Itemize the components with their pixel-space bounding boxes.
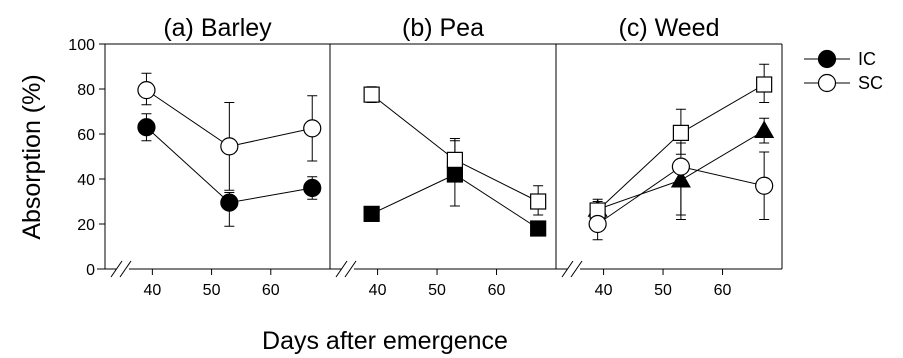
legend-label: SC xyxy=(858,73,883,93)
x-tick-label: 60 xyxy=(262,282,280,299)
x-tick-label: 60 xyxy=(488,282,506,299)
data-point xyxy=(755,176,774,195)
y-tick-label: 60 xyxy=(77,127,95,144)
panel-2: 40 50 60 (b) Pea xyxy=(322,14,557,299)
y-tick-label: 80 xyxy=(77,82,95,99)
panel-title: (b) Pea xyxy=(402,14,484,42)
axis-break-mark xyxy=(570,260,583,278)
data-point xyxy=(303,119,322,138)
data-point xyxy=(588,214,607,234)
legend-entry: SC xyxy=(804,73,883,93)
data-point xyxy=(220,193,239,212)
data-point xyxy=(303,178,322,198)
legend: IC SC xyxy=(804,49,883,93)
data-point xyxy=(530,193,547,210)
legend-marker xyxy=(817,73,837,93)
data-point xyxy=(446,166,463,183)
axis-break-mark xyxy=(344,260,357,278)
data-point xyxy=(220,137,239,156)
panel-3: 40 50 60 (c) Weed xyxy=(548,14,783,299)
data-point xyxy=(754,120,775,138)
x-tick-label: 40 xyxy=(369,282,387,299)
data-point xyxy=(363,205,380,222)
y-tick-label: 0 xyxy=(86,262,95,279)
panel-title: (a) Barley xyxy=(163,14,272,42)
x-tick-label: 40 xyxy=(143,282,161,299)
y-tick-label: 100 xyxy=(68,37,95,54)
axis-break-mark xyxy=(110,260,123,278)
legend-entry: IC xyxy=(804,49,876,69)
panel-1: 0 20 40 60 80 100 40 50 60 (a) Barley xyxy=(68,14,331,299)
legend-marker xyxy=(817,49,837,69)
y-tick-label: 40 xyxy=(77,172,95,189)
data-point xyxy=(671,157,690,176)
x-tick-label: 40 xyxy=(595,282,613,299)
x-tick-label: 50 xyxy=(654,282,672,299)
data-point xyxy=(363,86,380,103)
data-point xyxy=(670,169,691,188)
x-tick-label: 60 xyxy=(714,282,732,299)
panels-layer: 0 20 40 60 80 100 40 50 60 (a) Barley 40 50 60 (b) Pe… xyxy=(68,14,783,299)
data-point xyxy=(756,76,773,93)
x-axis-title: Days after emergence xyxy=(262,327,508,355)
data-point xyxy=(446,151,463,168)
x-tick-label: 50 xyxy=(203,282,221,299)
data-point xyxy=(137,118,156,137)
y-axis-title: Absorption (%) xyxy=(18,74,46,239)
axis-break-mark xyxy=(119,260,132,278)
y-tick-label: 20 xyxy=(77,217,95,234)
axis-break-mark xyxy=(335,260,348,278)
axis-break-mark xyxy=(561,260,574,278)
data-point xyxy=(530,220,547,237)
data-point xyxy=(672,124,689,141)
legend-label: IC xyxy=(858,49,876,69)
data-point xyxy=(137,81,156,100)
panel-title: (c) Weed xyxy=(619,14,720,42)
x-tick-label: 50 xyxy=(428,282,446,299)
